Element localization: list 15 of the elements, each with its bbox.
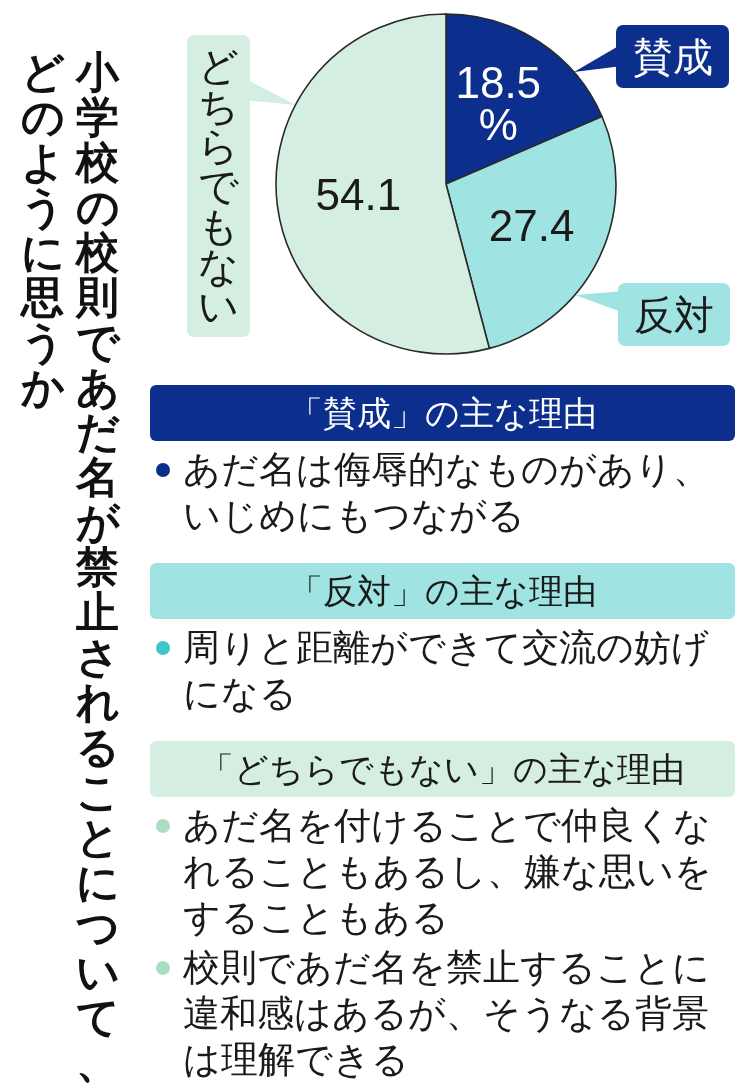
text: 「反対」の主な理由 xyxy=(150,563,735,619)
data-label: 54.1 xyxy=(315,170,402,220)
text: あだ名を付けることで仲良くなれることもあるし、嫌な思いをすることもある xyxy=(183,804,712,939)
chart-title: 小学校の校則であだ名が禁止されることについて、どのように思うか xyxy=(20,47,120,1087)
data-label: 18.5% xyxy=(455,58,542,150)
legend-label: 反対 xyxy=(618,283,730,346)
legend-label: 賛成 xyxy=(616,25,729,88)
slice-label: どちらでもない xyxy=(187,35,250,337)
text: あだ名は侮辱的なものがあり、いじめにもつながる xyxy=(183,448,710,537)
text: 周りと距離ができて交流の妨げになる xyxy=(183,626,709,715)
text: 「賛成」の主な理由 xyxy=(150,385,735,441)
data-label: 27.4 xyxy=(488,200,575,250)
text: 校則であだ名を禁止することに違和感はあるが、そうなる背景は理解できる xyxy=(183,946,710,1081)
text: 「どちらでもない」の主な理由 xyxy=(150,741,735,797)
slice-label: どちらでもない xyxy=(197,43,240,329)
